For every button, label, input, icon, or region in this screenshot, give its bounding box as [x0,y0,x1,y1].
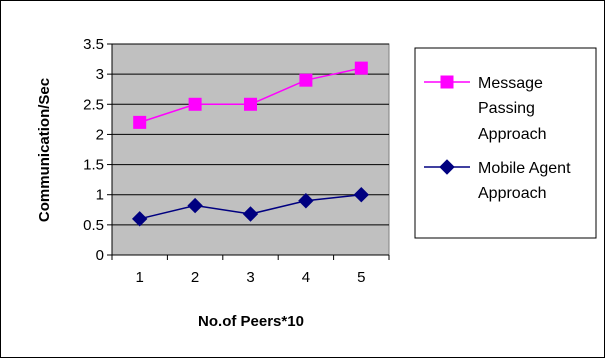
legend-item-1: Message Passing Approach [424,75,547,143]
x-tick-label: 4 [302,269,310,286]
x-axis: 1 2 3 4 5 [111,254,390,286]
x-axis-title: No.of Peers*10 [198,313,304,330]
diamond-marker [131,211,148,227]
square-marker [188,97,202,111]
square-marker [354,61,368,75]
square-marker [299,73,313,87]
series-1 [133,61,368,129]
legend-items: Message Passing Approach Mobile Agent Approa… [424,75,571,202]
y-tick-label: 0.5 [83,217,104,234]
square-marker [244,97,257,111]
legend-label: Approach [478,126,547,143]
diamond-marker [242,206,259,222]
legend: Message Passing Approach Mobile Agent Approa… [414,47,597,239]
y-axis: 0 0.5 1 1.5 2 2.5 3 3.5 [83,36,113,264]
legend-label: Approach [478,185,547,202]
legend-label: Passing [478,100,535,117]
legend-marker [439,159,455,175]
series-2 [131,187,370,227]
series-layer [131,61,370,227]
legend-label: Message [478,75,543,92]
y-tick-label: 2.5 [83,96,104,113]
diamond-marker [353,187,370,203]
legend-item-2: Mobile Agent Approach [424,159,571,202]
x-tick-label: 2 [191,269,199,286]
diamond-marker [187,197,203,214]
legend-marker [440,75,454,89]
x-tick-label: 1 [136,269,144,286]
y-tick-label: 1.5 [83,157,104,174]
plot-area [111,43,390,256]
y-axis-title: Communication/Sec [36,78,53,222]
y-tick-label: 3 [96,66,104,83]
y-tick-label: 2 [96,126,104,143]
legend-label: Mobile Agent [478,160,571,177]
y-tick-label: 1 [96,187,104,204]
diamond-marker [298,193,314,209]
y-tick-label: 0 [96,247,104,264]
x-tick-label: 3 [246,269,254,286]
x-tick-label: 5 [357,269,365,286]
square-marker [133,115,147,129]
y-tick-label: 3.5 [83,36,104,53]
